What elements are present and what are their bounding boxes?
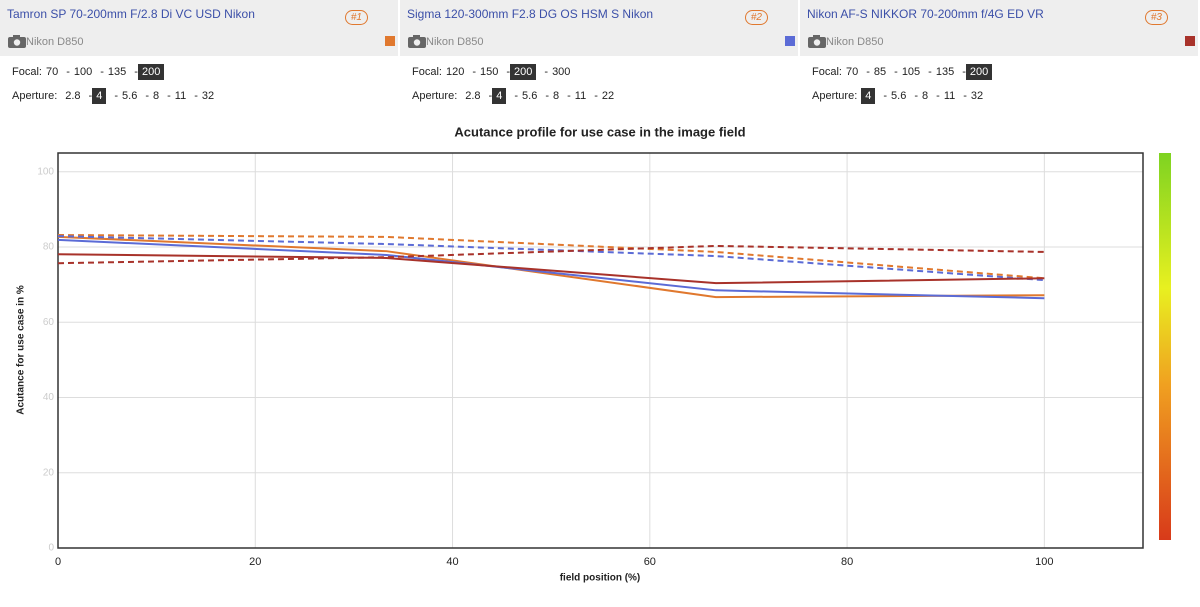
aperture-option[interactable]: 8 [541,88,563,104]
camera-icon [808,35,826,48]
aperture-option[interactable]: 11 [563,88,590,104]
aperture-option[interactable]: 32 [959,88,987,104]
lens-panel: Tamron SP 70-200mm F/2.8 Di VC USD Nikon… [0,0,398,56]
aperture-option[interactable]: 2.8 [65,90,81,102]
focal-selector: Focal:70100135200 [12,64,165,80]
x-tick-label: 60 [644,556,656,568]
focal-label: Focal: [412,66,442,78]
y-tick-label: 100 [37,166,54,177]
camera-icon [408,35,426,48]
y-tick-label: 40 [43,392,55,403]
lens-name[interactable]: Tamron SP 70-200mm F/2.8 Di VC USD Nikon [7,7,255,21]
aperture-option[interactable]: 22 [590,88,618,104]
series-line [57,244,1045,265]
focal-option[interactable]: 135 [96,64,130,80]
aperture-option[interactable]: 8 [910,88,932,104]
x-tick-label: 100 [1035,556,1053,568]
focal-option[interactable]: 70 [45,66,59,78]
chart-title: Acutance profile for use case in the ima… [454,124,745,139]
aperture-selector: Aperture: 2.845.681132 [12,88,218,104]
focal-option[interactable]: 120 [445,66,465,78]
focal-option[interactable]: 200 [958,64,993,80]
rank-badge: #2 [744,10,768,25]
camera-name: Nikon D850 [426,35,484,48]
aperture-selector: Aperture:45.681132 [812,88,987,104]
focal-option[interactable]: 85 [862,64,890,80]
aperture-option[interactable]: 2.8 [465,90,481,102]
focal-option[interactable]: 200 [502,64,537,80]
plot-frame [57,152,1144,549]
lens-name[interactable]: Nikon AF-S NIKKOR 70-200mm f/4G ED VR [807,7,1044,21]
rank-badge: #3 [1144,10,1168,25]
series-line [57,253,1045,285]
y-tick-label: 60 [43,317,55,328]
aperture-option[interactable]: 5.6 [875,88,910,104]
aperture-label: Aperture: [412,90,458,102]
focal-option[interactable]: 105 [890,64,924,80]
series-line [57,238,1045,300]
aperture-option[interactable]: 4 [484,88,507,104]
camera: Nikon D850 [808,35,883,48]
y-tick-label: 20 [43,467,55,478]
aperture-selector: Aperture: 2.845.681122 [412,88,618,104]
camera-name: Nikon D850 [26,35,84,48]
y-axis-label: Acutance for use case in % [16,285,27,415]
series-line [57,235,1045,299]
series-line [57,235,1045,282]
focal-option[interactable]: 135 [924,64,958,80]
aperture-option[interactable]: 4 [861,88,876,104]
focal-option[interactable]: 150 [468,64,502,80]
aperture-option[interactable]: 4 [84,88,107,104]
focal-selector: Focal:120150200300 [412,64,574,80]
camera-icon [8,35,26,48]
y-tick-label: 0 [48,543,54,554]
focal-option[interactable]: 70 [845,66,859,78]
focal-option[interactable]: 100 [62,64,96,80]
focal-label: Focal: [812,66,842,78]
lens-color [1185,36,1195,46]
x-axis-label: field position (%) [560,573,641,584]
lens-panel: Sigma 120-300mm F2.8 DG OS HSM S Nikon #2… [400,0,798,56]
aperture-option[interactable]: 5.6 [506,88,541,104]
camera-name: Nikon D850 [826,35,884,48]
rank-badge: #1 [344,10,368,25]
lens-color [785,36,795,46]
aperture-label: Aperture: [12,90,58,102]
focal-selector: Focal:7085105135200 [812,64,993,80]
focal-option[interactable]: 200 [130,64,165,80]
lens-color [385,36,395,46]
lens-name[interactable]: Sigma 120-300mm F2.8 DG OS HSM S Nikon [407,7,654,21]
aperture-option[interactable]: 8 [141,88,163,104]
series-line [57,234,1045,280]
x-tick-label: 20 [249,556,261,568]
y-tick-label: 80 [43,242,55,253]
lens-panel: Nikon AF-S NIKKOR 70-200mm f/4G ED VR #3 N… [800,0,1198,56]
color-scale [1159,153,1171,540]
aperture-option[interactable]: 5.6 [106,88,141,104]
aperture-label: Aperture: [812,90,858,102]
focal-label: Focal: [12,66,42,78]
camera: Nikon D850 [408,35,483,48]
focal-option[interactable]: 300 [536,64,574,80]
aperture-option[interactable]: 11 [163,88,190,104]
x-tick-label: 40 [446,556,458,568]
x-tick-label: 0 [55,556,61,568]
aperture-option[interactable]: 32 [190,88,218,104]
aperture-option[interactable]: 11 [932,88,959,104]
camera: Nikon D850 [8,35,83,48]
x-tick-label: 80 [841,556,853,568]
